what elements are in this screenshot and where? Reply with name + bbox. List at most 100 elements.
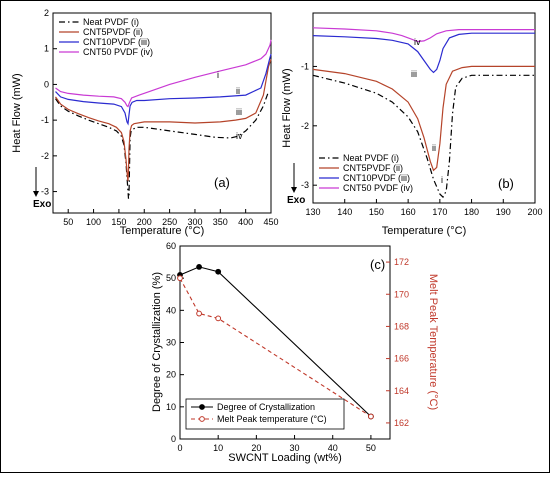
panel-c-legend: Degree of Crystallization Melt Peak tempe… <box>185 398 345 430</box>
legend-entry: Neat PVDF (i) <box>343 153 399 163</box>
panel-c-y-ticks: 0 10 20 30 40 50 60 <box>166 241 184 444</box>
panel-b-exo-arrowhead <box>291 187 297 193</box>
x-tick-label: 350 <box>213 217 228 227</box>
y-tick-label: -1 <box>41 115 49 125</box>
y-tick-label: 2 <box>44 8 49 18</box>
series-line-melt-peak <box>179 277 372 417</box>
data-point <box>177 275 183 282</box>
panel-c-ylabel-right: Melt Peak Temperature (°C) <box>427 274 439 410</box>
y-tick-right-label: 168 <box>394 321 409 331</box>
series-line-iii <box>312 32 535 74</box>
panel-b-series <box>312 27 535 199</box>
data-point <box>196 264 202 270</box>
y-tick-label: -3 <box>301 180 309 190</box>
panel-c-series <box>177 264 374 420</box>
panel-a-series <box>55 39 272 199</box>
x-tick-label: 180 <box>464 207 479 217</box>
series-line-iv <box>55 39 272 108</box>
panel-a-legend: Neat PVDF (i)CNT5PVDF (ii)CNT10PVDF (iii… <box>59 17 153 57</box>
y-tick-label: 20 <box>166 370 176 380</box>
panel-c-x-ticks: 0 10 20 30 40 50 <box>177 435 376 453</box>
x-tick-label: 20 <box>251 443 261 453</box>
legend-entry: CNT10PVDF (iii) <box>343 173 410 183</box>
y-tick-right-label: 166 <box>394 354 409 364</box>
x-tick-label: 10 <box>213 443 223 453</box>
x-tick-label: 450 <box>263 217 278 227</box>
panel-b-label: (b) <box>498 176 514 191</box>
legend-entry: Neat PVDF (i) <box>83 17 139 27</box>
y-tick-label: -3 <box>41 187 49 197</box>
series-line-iv <box>312 27 535 43</box>
panel-a-xlabel: Temperature (°C) <box>120 225 204 237</box>
panel-b: 130 140 150 160 170 180 190 200 -3-2-1 iviiiiii… <box>281 12 543 237</box>
panel-b-y-ticks: -3 -2 -1 <box>301 61 317 190</box>
x-tick-label: 150 <box>111 217 126 227</box>
panel-c: 0 10 20 30 40 50 0 10 20 30 40 50 60 162 164 166 168 17… <box>151 241 439 464</box>
series-line-ii <box>55 59 272 181</box>
y-tick-label: 60 <box>166 241 176 251</box>
series-tag-iv: iv <box>414 37 421 47</box>
panel-c-ylabel: Degree of Crystallization (%) <box>151 272 163 412</box>
x-tick-label: 400 <box>238 217 253 227</box>
panel-a-y-ticks: -3 -2 -1 0 1 2 <box>41 8 57 197</box>
x-tick-label: 50 <box>63 217 73 227</box>
panel-b-xlabel: Temperature (°C) <box>382 225 466 237</box>
panel-b-legend: Neat PVDF (i)CNT5PVDF (ii)CNT10PVDF (iii… <box>319 153 413 193</box>
legend-marker <box>199 416 205 422</box>
series-tag-iv: iv <box>236 131 243 141</box>
x-tick-label: 190 <box>496 207 511 217</box>
legend-entry: CNT50 PVDF (iv) <box>343 183 413 193</box>
panel-c-y-ticks-right: 162 164 166 168 170 172 <box>386 257 409 428</box>
data-point <box>368 413 374 420</box>
legend-entry: CNT5PVDF (ii) <box>83 27 143 37</box>
legend-entry: CNT10PVDF (iii) <box>83 37 150 47</box>
y-tick-label: 40 <box>166 305 176 315</box>
series-line-i <box>312 74 535 199</box>
x-tick-label: 200 <box>137 217 152 227</box>
y-tick-label: -2 <box>301 121 309 131</box>
legend-box <box>185 398 345 430</box>
x-tick-label: 150 <box>369 207 384 217</box>
legend-entry: Degree of Crystallization <box>217 402 315 412</box>
y-tick-label: 30 <box>166 338 176 348</box>
panel-b-frame <box>312 12 536 204</box>
y-tick-right-label: 170 <box>394 289 409 299</box>
series-tag-ii: ii <box>432 143 436 153</box>
series-tag-i: i <box>217 70 219 80</box>
x-tick-label: 130 <box>305 207 320 217</box>
x-tick-label: 100 <box>86 217 101 227</box>
x-tick-label: 0 <box>177 443 182 453</box>
x-tick-label: 170 <box>432 207 447 217</box>
y-tick-label: 0 <box>171 434 176 444</box>
panel-b-exo-label: Exo <box>287 195 305 206</box>
x-tick-label: 140 <box>337 207 352 217</box>
panel-a-frame <box>52 12 272 214</box>
panel-a-exo-arrowhead <box>33 191 39 197</box>
legend-marker <box>199 404 205 410</box>
series-line-iii <box>55 53 272 126</box>
x-tick-label: 250 <box>162 217 177 227</box>
panel-a-label: (a) <box>214 175 230 190</box>
data-point <box>215 315 222 322</box>
y-tick-label: -1 <box>301 61 309 71</box>
series-line-crystallization <box>179 266 372 417</box>
legend-entry: CNT50 PVDF (iv) <box>83 47 153 57</box>
y-tick-right-label: 164 <box>394 386 409 396</box>
x-tick-label: 160 <box>401 207 416 217</box>
legend-entry: Melt Peak temperature (°C) <box>217 414 327 424</box>
legend-entry: CNT5PVDF (ii) <box>343 163 403 173</box>
series-line-ii <box>312 65 535 172</box>
data-point <box>215 268 222 275</box>
x-tick-label: 40 <box>328 443 338 453</box>
y-tick-label: 50 <box>166 273 176 283</box>
y-tick-label: -2 <box>41 151 49 161</box>
panel-c-label: (c) <box>370 257 385 272</box>
data-point <box>196 310 202 317</box>
x-tick-label: 30 <box>290 443 300 453</box>
y-tick-label: 0 <box>44 79 49 89</box>
